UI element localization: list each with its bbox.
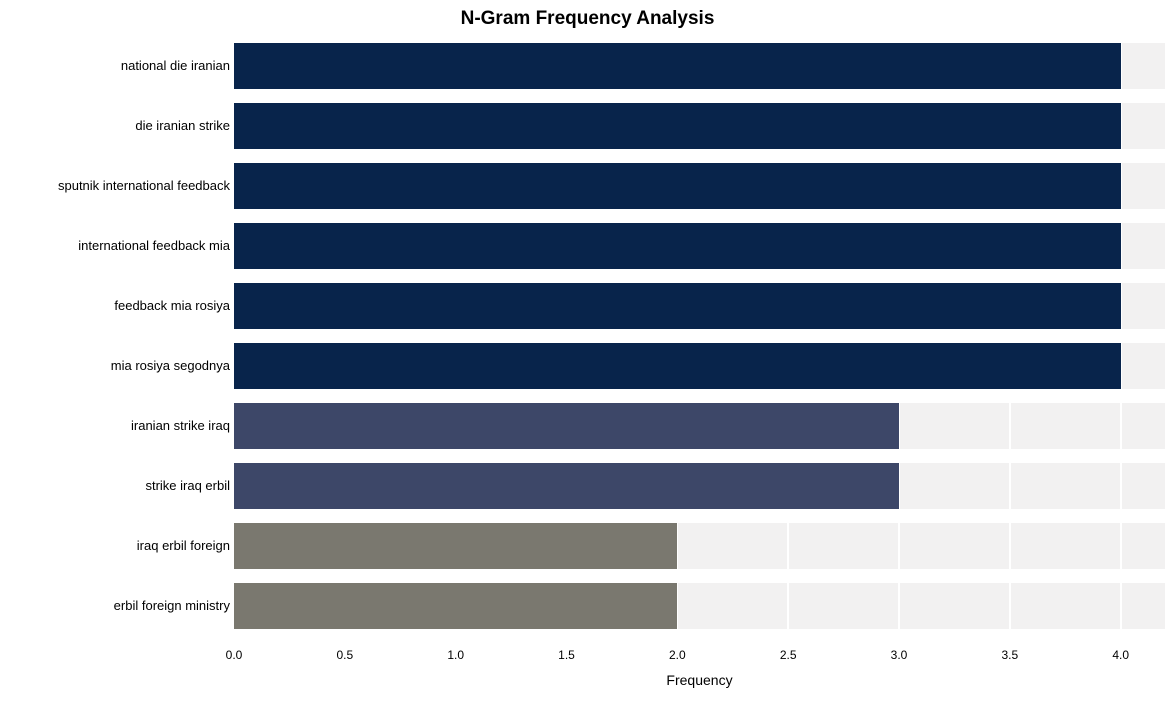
y-category-label: strike iraq erbil xyxy=(145,478,230,493)
bar xyxy=(234,163,1121,210)
bar xyxy=(234,43,1121,90)
bar xyxy=(234,223,1121,270)
bar xyxy=(234,403,899,450)
bar xyxy=(234,463,899,510)
bar xyxy=(234,523,677,570)
ngram-chart: N-Gram Frequency Analysis Frequency nati… xyxy=(0,0,1175,701)
x-tick-label: 0.0 xyxy=(226,648,243,662)
y-category-label: feedback mia rosiya xyxy=(114,298,230,313)
x-tick-label: 0.5 xyxy=(336,648,353,662)
x-tick-label: 4.0 xyxy=(1112,648,1129,662)
bar xyxy=(234,103,1121,150)
bar xyxy=(234,583,677,630)
chart-title: N-Gram Frequency Analysis xyxy=(0,8,1175,30)
x-tick-label: 2.0 xyxy=(669,648,686,662)
y-category-label: erbil foreign ministry xyxy=(114,598,230,613)
x-tick-label: 2.5 xyxy=(780,648,797,662)
y-category-label: die iranian strike xyxy=(135,118,230,133)
y-category-label: mia rosiya segodnya xyxy=(111,358,230,373)
bar xyxy=(234,343,1121,390)
x-axis-label: Frequency xyxy=(666,672,732,688)
bar xyxy=(234,283,1121,330)
x-tick-label: 1.5 xyxy=(558,648,575,662)
y-category-label: sputnik international feedback xyxy=(58,178,230,193)
y-category-label: iranian strike iraq xyxy=(131,418,230,433)
y-category-label: national die iranian xyxy=(121,58,230,73)
plot-area xyxy=(234,36,1165,636)
x-tick-label: 3.0 xyxy=(891,648,908,662)
x-tick-label: 3.5 xyxy=(1001,648,1018,662)
y-category-label: international feedback mia xyxy=(78,238,230,253)
y-category-label: iraq erbil foreign xyxy=(137,538,230,553)
x-tick-label: 1.0 xyxy=(447,648,464,662)
